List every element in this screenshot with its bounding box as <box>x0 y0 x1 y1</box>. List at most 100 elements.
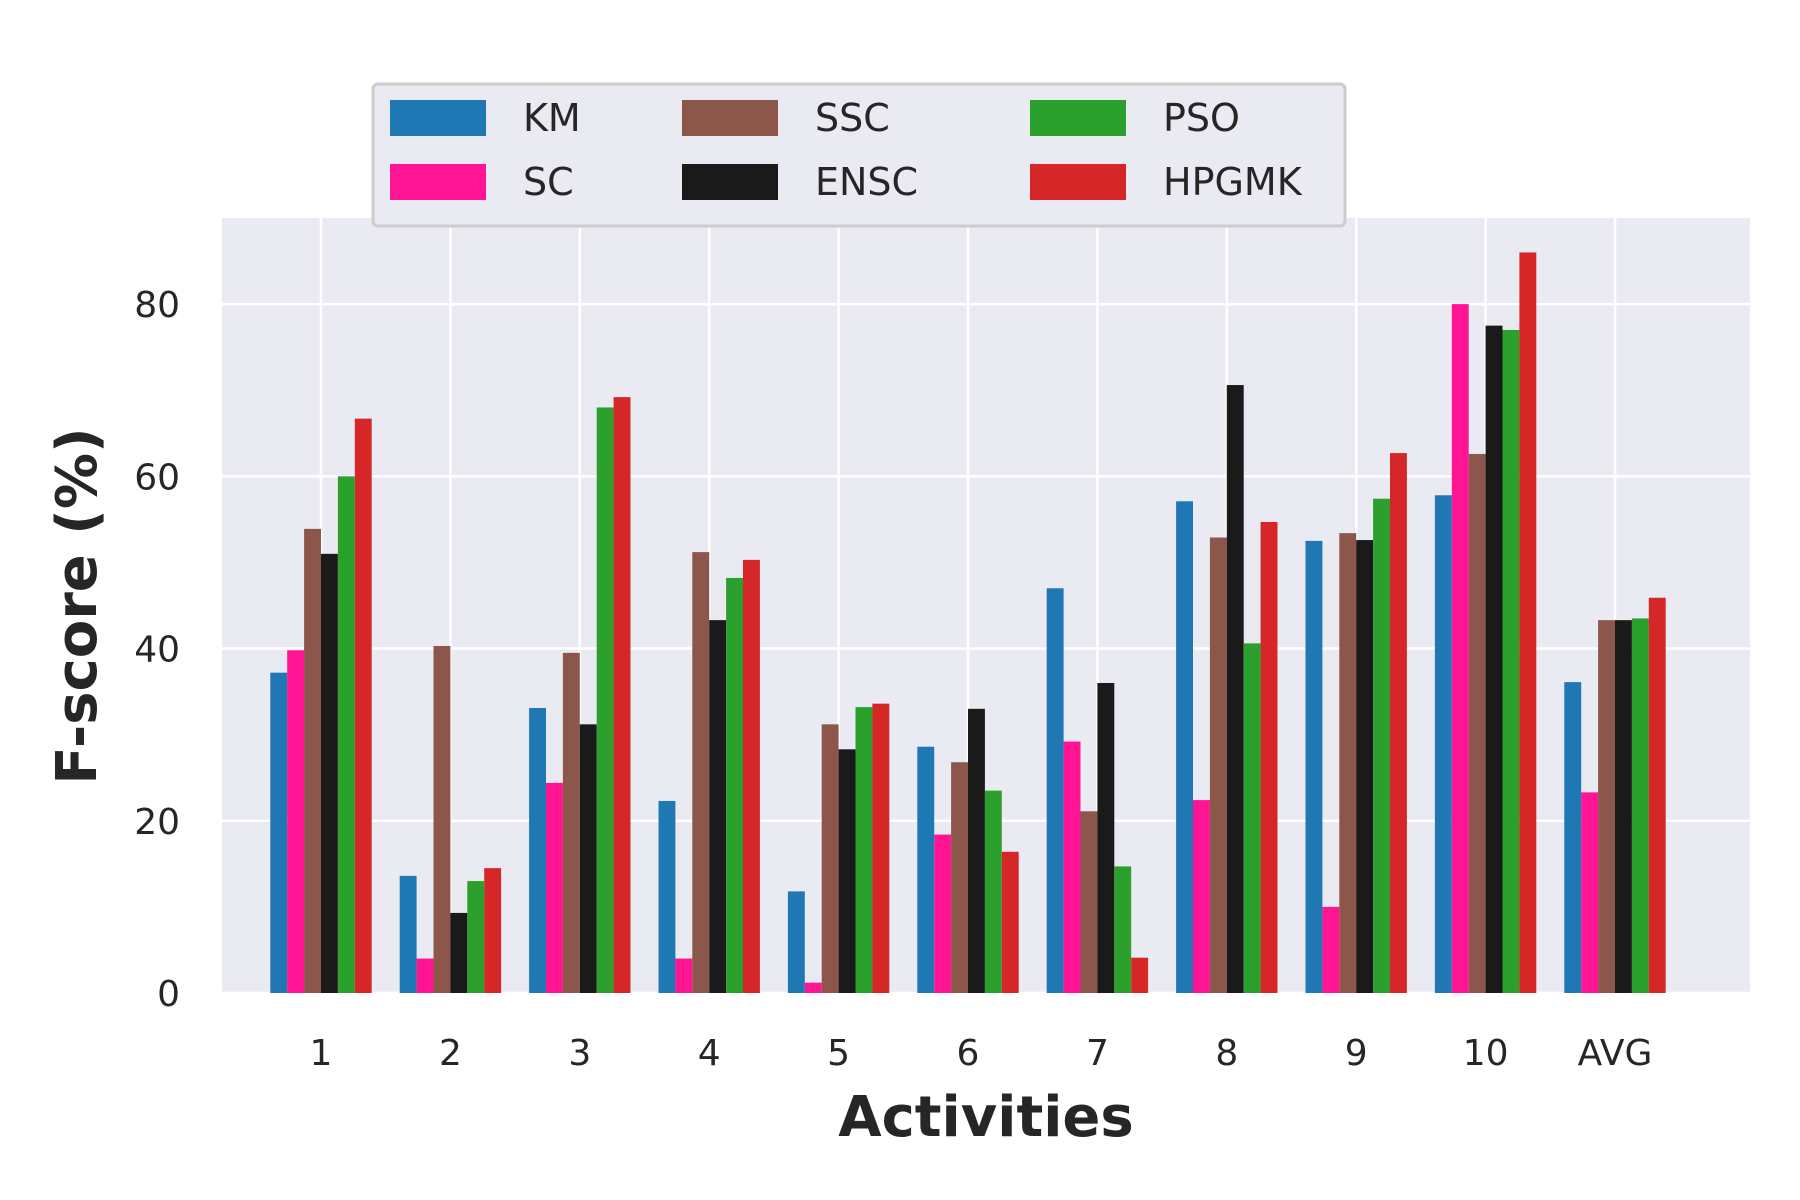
bar-ensc-4 <box>709 620 727 993</box>
x-tick-label: 8 <box>1215 1033 1238 1074</box>
y-tick-label: 80 <box>134 285 180 326</box>
bar-pso-2 <box>467 881 485 993</box>
bar-ensc-10 <box>1485 325 1503 993</box>
bar-ensc-6 <box>968 708 985 993</box>
bar-ssc-1 <box>304 528 321 993</box>
y-axis-ticks: 0 20 40 60 80 <box>134 285 180 1015</box>
bar-ssc-3 <box>562 652 580 993</box>
bar-km-4 <box>658 800 676 993</box>
bar-ensc-8 <box>1226 385 1244 993</box>
bar-km-1 <box>270 672 288 993</box>
legend: KM SC SSC ENSC PSO HPGMK <box>371 82 1347 228</box>
y-tick-label: 20 <box>134 802 180 843</box>
bar-hpgmk-7 <box>1131 957 1149 993</box>
bar-hpgmk-3 <box>613 397 631 994</box>
bar-pso-1 <box>337 476 355 993</box>
x-tick-label: 3 <box>568 1033 591 1074</box>
bar-hpgmk-8 <box>1260 521 1278 993</box>
legend-label-sc: SC <box>523 160 574 204</box>
bar-sc-6 <box>934 834 952 993</box>
bar-km-3 <box>529 707 546 993</box>
y-axis-title: F-score (%) <box>45 427 110 784</box>
bar-sc-5 <box>804 982 822 993</box>
bar-ssc-2 <box>433 645 451 993</box>
bar-hpgmk-10 <box>1519 252 1537 993</box>
bar-ssc-avg <box>1598 620 1615 993</box>
bar-hpgmk-4 <box>743 559 760 993</box>
x-tick-label: 6 <box>957 1033 980 1074</box>
legend-swatch-hpgmk <box>1030 164 1126 200</box>
legend-swatch-ensc <box>682 164 778 200</box>
bar-ensc-1 <box>321 553 338 993</box>
bar-sc-10 <box>1451 304 1469 994</box>
bar-sc-4 <box>675 958 693 993</box>
bar-km-avg <box>1564 682 1582 993</box>
y-tick-label: 0 <box>157 974 180 1015</box>
x-tick-label: AVG <box>1578 1033 1653 1074</box>
legend-swatch-sc <box>390 164 486 200</box>
bar-km-8 <box>1176 501 1193 993</box>
bar-pso-6 <box>984 790 1002 993</box>
bar-sc-2 <box>416 958 434 993</box>
bar-ssc-7 <box>1080 811 1098 993</box>
bar-pso-7 <box>1114 866 1132 993</box>
bar-km-10 <box>1434 495 1452 993</box>
legend-label-ensc: ENSC <box>815 160 918 204</box>
x-axis-title: Activities <box>838 1085 1133 1150</box>
bar-km-2 <box>399 875 417 993</box>
bar-ssc-9 <box>1339 533 1357 993</box>
bar-pso-4 <box>726 577 743 993</box>
bar-pso-avg <box>1631 618 1649 993</box>
bar-ensc-2 <box>450 912 468 993</box>
bar-km-6 <box>917 746 935 993</box>
bar-pso-5 <box>855 707 873 993</box>
x-tick-label: 4 <box>698 1033 721 1074</box>
bar-ensc-7 <box>1097 683 1115 993</box>
legend-label-ssc: SSC <box>815 96 890 140</box>
legend-label-km: KM <box>523 96 581 140</box>
bar-sc-1 <box>287 650 305 993</box>
x-tick-label: 2 <box>439 1033 462 1074</box>
bar-ensc-9 <box>1356 540 1374 993</box>
bar-km-5 <box>787 891 805 993</box>
bar-hpgmk-avg <box>1648 597 1666 993</box>
bar-pso-3 <box>596 407 614 993</box>
bar-sc-8 <box>1193 800 1210 993</box>
bar-ssc-8 <box>1209 537 1227 993</box>
bar-hpgmk-1 <box>354 418 372 993</box>
bar-km-9 <box>1305 540 1323 993</box>
bar-hpgmk-5 <box>872 703 890 993</box>
x-tick-label: 1 <box>310 1033 333 1074</box>
bar-hpgmk-6 <box>1001 851 1019 993</box>
legend-swatch-km <box>390 100 486 136</box>
legend-swatch-ssc <box>682 100 778 136</box>
legend-swatch-pso <box>1030 100 1126 136</box>
x-tick-label: 10 <box>1463 1033 1509 1074</box>
bar-pso-8 <box>1243 643 1261 993</box>
bar-sc-7 <box>1063 741 1081 993</box>
legend-label-pso: PSO <box>1163 96 1240 140</box>
bar-sc-3 <box>546 782 563 993</box>
bar-ssc-6 <box>951 762 968 993</box>
x-axis-ticks: 1 2 3 4 5 6 7 8 9 10 AVG <box>310 1033 1653 1074</box>
bar-sc-avg <box>1581 792 1599 993</box>
bar-ensc-5 <box>838 749 856 993</box>
x-tick-label: 5 <box>827 1033 850 1074</box>
bar-ssc-5 <box>821 724 839 993</box>
bar-ssc-4 <box>692 552 710 993</box>
bar-hpgmk-2 <box>484 868 502 993</box>
bars <box>270 252 1666 994</box>
legend-label-hpgmk: HPGMK <box>1163 160 1303 204</box>
bar-hpgmk-9 <box>1390 453 1407 993</box>
bar-pso-10 <box>1502 329 1520 993</box>
y-tick-label: 60 <box>134 457 180 498</box>
bar-pso-9 <box>1373 498 1390 993</box>
bar-km-7 <box>1046 588 1064 993</box>
bar-ensc-avg <box>1615 620 1632 993</box>
bar-ssc-10 <box>1468 453 1486 993</box>
bar-sc-9 <box>1322 906 1340 993</box>
x-tick-label: 7 <box>1086 1033 1109 1074</box>
bar-ensc-3 <box>579 724 597 993</box>
y-tick-label: 40 <box>134 630 180 671</box>
